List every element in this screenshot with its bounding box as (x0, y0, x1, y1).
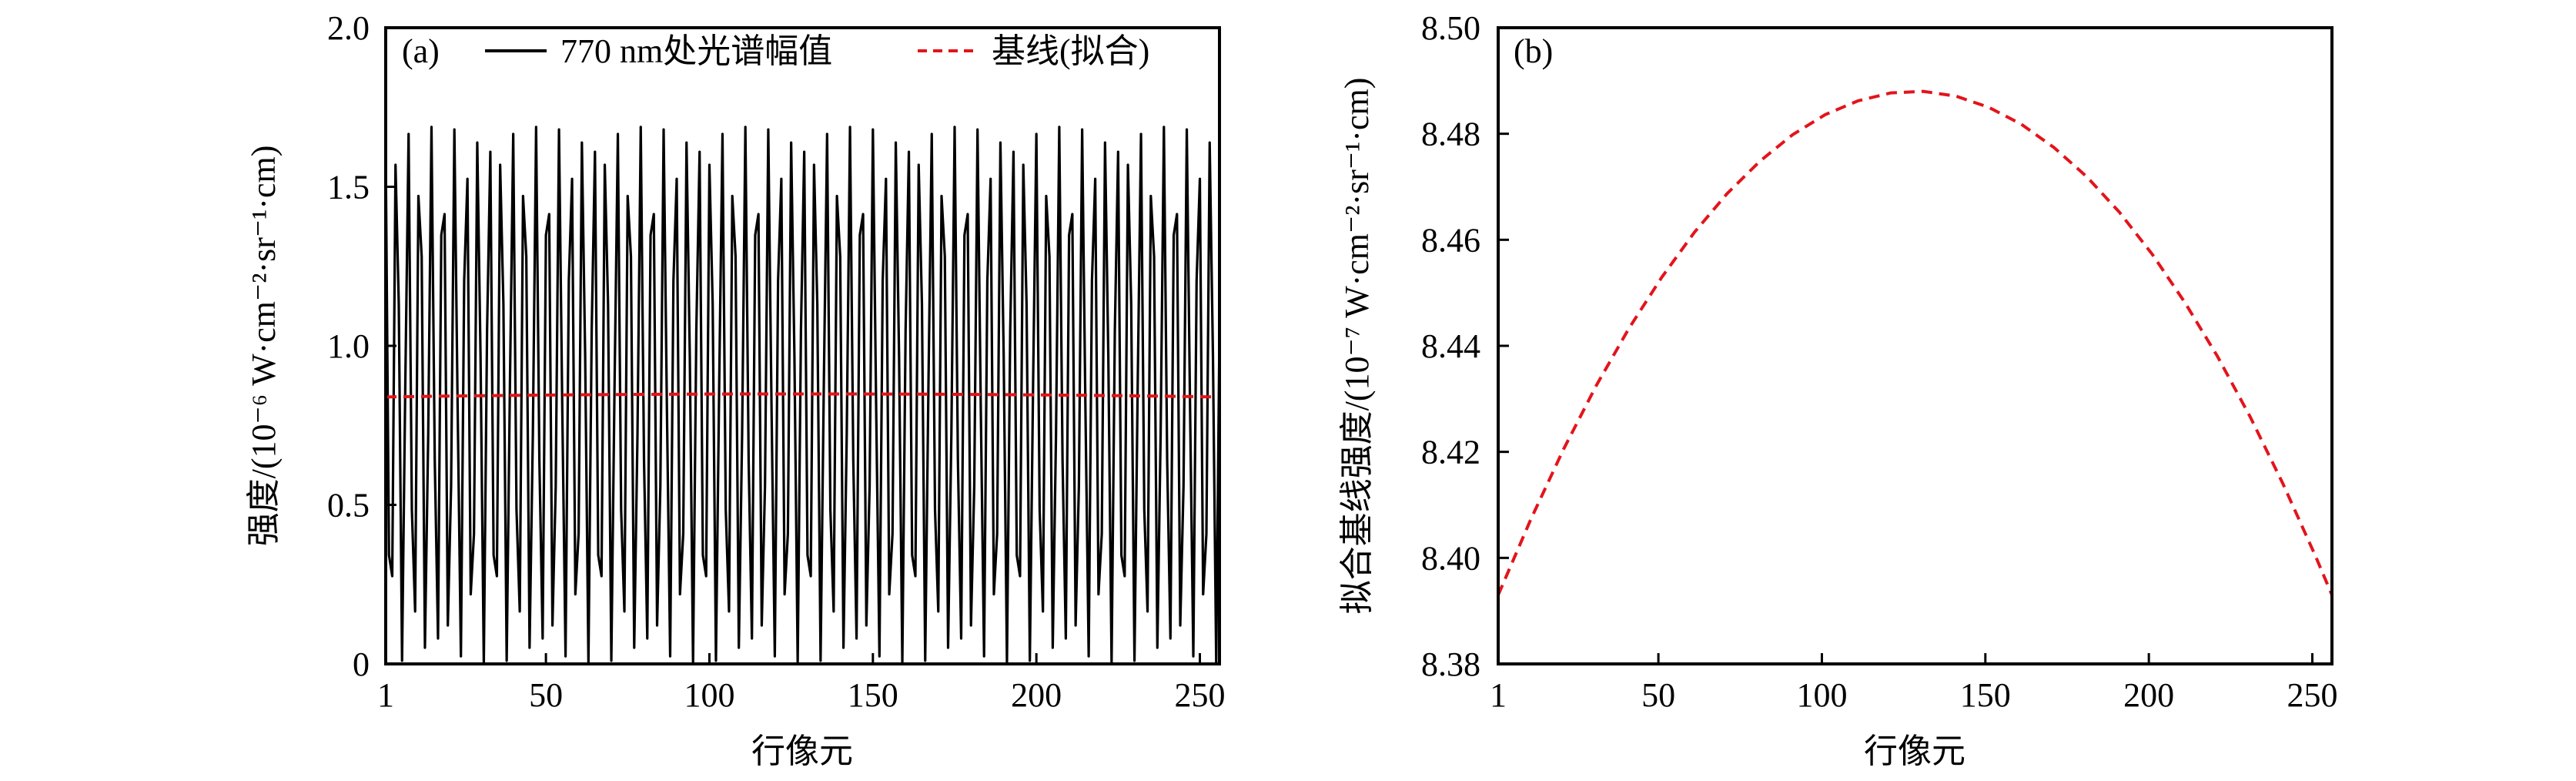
x-tick-label: 200 (2123, 676, 2174, 714)
x-tick-label: 150 (1960, 676, 2011, 714)
panel-a-y-ticks: 0 0.5 1.0 1.5 2.0 (327, 9, 396, 683)
x-tick-label: 100 (684, 676, 734, 714)
panel-a-y-axis-title: 强度/(10⁻⁶ W·cm⁻²·sr⁻¹·cm) (245, 146, 283, 547)
y-tick-label: 0.5 (327, 487, 370, 525)
x-tick-label: 1 (1490, 676, 1507, 714)
panel-b-y-ticks: 8.38 8.40 8.42 8.44 8.46 8.48 8.50 (1421, 9, 1509, 683)
panel-a-x-ticks: 1 50 100 150 200 250 (377, 653, 1226, 714)
x-tick-label: 150 (848, 676, 898, 714)
y-tick-label: 8.44 (1421, 327, 1480, 365)
y-tick-label: 1.0 (327, 327, 370, 365)
panel-a-series-spectrum-line (386, 126, 1219, 664)
panel-a-x-axis-title: 行像元 (751, 732, 853, 770)
panel-b: 8.388.408.428.448.468.488.50 1 50 100 150 20… (1338, 9, 2338, 770)
panel-a-series-baseline-line (386, 392, 1219, 399)
x-tick-label: 50 (1641, 676, 1675, 714)
y-tick-label: 8.40 (1421, 539, 1480, 577)
x-tick-label: 250 (1175, 676, 1226, 714)
x-tick-label: 1 (377, 676, 394, 714)
x-tick-label: 250 (2287, 676, 2338, 714)
panel-b-frame (1497, 26, 2333, 665)
panel-a: 00.51.01.52.0 1 50 100 150 200 250 (a) 770 nm… (245, 9, 1226, 770)
x-tick-label: 100 (1796, 676, 1847, 714)
x-tick-label: 50 (529, 676, 563, 714)
legend-label-baseline: 基线(拟合) (992, 32, 1149, 70)
y-tick-label: 8.38 (1421, 645, 1480, 683)
panel-b-plot-area (1498, 89, 2332, 596)
legend: 770 nm处光谱幅值 基线(拟合) (485, 32, 1149, 70)
y-tick-label: 8.50 (1421, 9, 1480, 47)
panel-b-tag: (b) (1514, 32, 1553, 70)
y-tick-label: 8.48 (1421, 116, 1480, 153)
panel-a-tag: (a) (402, 32, 440, 70)
panel-b-series-baseline-line (1498, 89, 2332, 596)
y-tick-label: 8.42 (1421, 434, 1480, 471)
x-tick-label: 200 (1011, 676, 1062, 714)
legend-label-spectrum: 770 nm处光谱幅值 (560, 32, 832, 70)
panel-b-y-axis-title: 拟合基线强度/(10⁻⁷ W·cm⁻²·sr⁻¹·cm) (1338, 78, 1376, 615)
panel-b-x-axis-title: 行像元 (1864, 732, 1965, 770)
y-tick-label: 2.0 (327, 9, 370, 47)
y-tick-label: 8.46 (1421, 221, 1480, 259)
panel-b-x-ticks: 1 50 100 150 200 250 (1490, 653, 2338, 714)
y-tick-label: 0 (353, 645, 370, 683)
y-tick-label: 1.5 (327, 169, 370, 206)
panel-a-plot-area (386, 126, 1219, 664)
